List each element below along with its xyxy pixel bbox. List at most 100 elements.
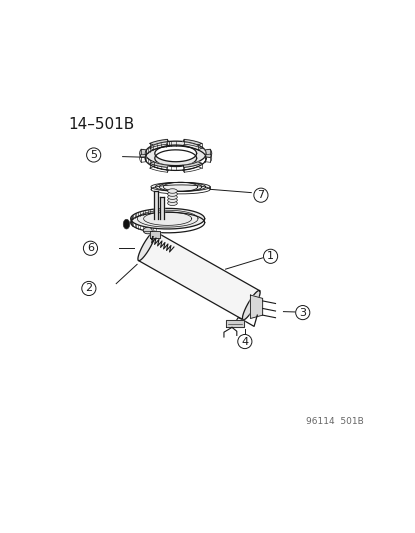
Polygon shape bbox=[196, 155, 205, 156]
Polygon shape bbox=[178, 141, 181, 145]
Circle shape bbox=[87, 148, 101, 162]
Polygon shape bbox=[180, 141, 183, 146]
Polygon shape bbox=[154, 145, 161, 148]
Polygon shape bbox=[146, 150, 156, 151]
Polygon shape bbox=[164, 142, 168, 146]
Polygon shape bbox=[186, 143, 191, 146]
Polygon shape bbox=[180, 141, 182, 145]
Polygon shape bbox=[153, 145, 161, 148]
Polygon shape bbox=[191, 159, 199, 161]
Polygon shape bbox=[148, 157, 157, 159]
Polygon shape bbox=[146, 155, 155, 156]
Polygon shape bbox=[189, 160, 196, 163]
Polygon shape bbox=[174, 161, 175, 166]
Polygon shape bbox=[196, 155, 206, 156]
Polygon shape bbox=[192, 158, 200, 161]
Polygon shape bbox=[172, 161, 174, 166]
Polygon shape bbox=[173, 161, 174, 166]
Polygon shape bbox=[183, 161, 188, 165]
Polygon shape bbox=[194, 157, 203, 159]
Polygon shape bbox=[149, 162, 168, 167]
Polygon shape bbox=[186, 160, 191, 164]
Polygon shape bbox=[150, 146, 159, 149]
Polygon shape bbox=[183, 162, 202, 167]
Polygon shape bbox=[156, 144, 163, 147]
Polygon shape bbox=[149, 139, 168, 145]
Polygon shape bbox=[190, 159, 198, 162]
Polygon shape bbox=[154, 159, 161, 162]
Circle shape bbox=[83, 241, 98, 255]
Polygon shape bbox=[151, 182, 210, 191]
Polygon shape bbox=[175, 141, 176, 145]
Polygon shape bbox=[145, 154, 155, 155]
Polygon shape bbox=[150, 158, 159, 160]
Polygon shape bbox=[156, 160, 162, 163]
Polygon shape bbox=[197, 152, 206, 153]
Polygon shape bbox=[190, 144, 197, 148]
Polygon shape bbox=[179, 141, 181, 145]
Polygon shape bbox=[187, 143, 193, 147]
Polygon shape bbox=[145, 151, 155, 152]
Polygon shape bbox=[190, 145, 198, 148]
Polygon shape bbox=[175, 161, 176, 166]
Polygon shape bbox=[169, 141, 172, 145]
Polygon shape bbox=[183, 161, 187, 165]
Polygon shape bbox=[193, 158, 202, 160]
Polygon shape bbox=[194, 147, 203, 149]
Polygon shape bbox=[191, 159, 199, 161]
Polygon shape bbox=[193, 147, 202, 149]
Polygon shape bbox=[149, 157, 158, 159]
Polygon shape bbox=[195, 157, 204, 158]
Polygon shape bbox=[192, 146, 200, 149]
Polygon shape bbox=[162, 161, 167, 165]
Polygon shape bbox=[167, 161, 171, 165]
Polygon shape bbox=[159, 143, 165, 147]
Polygon shape bbox=[177, 161, 178, 166]
Polygon shape bbox=[197, 154, 206, 155]
Polygon shape bbox=[188, 143, 194, 147]
Polygon shape bbox=[150, 158, 159, 160]
Polygon shape bbox=[179, 161, 181, 165]
Polygon shape bbox=[152, 146, 160, 148]
Polygon shape bbox=[193, 147, 202, 149]
Polygon shape bbox=[162, 142, 167, 146]
Polygon shape bbox=[190, 144, 197, 147]
Polygon shape bbox=[191, 146, 199, 148]
Polygon shape bbox=[195, 148, 204, 150]
Polygon shape bbox=[171, 161, 173, 166]
Polygon shape bbox=[176, 161, 177, 166]
Ellipse shape bbox=[168, 192, 177, 196]
Circle shape bbox=[254, 188, 268, 202]
Polygon shape bbox=[153, 159, 161, 161]
Polygon shape bbox=[146, 150, 156, 151]
Polygon shape bbox=[196, 151, 206, 152]
Polygon shape bbox=[149, 148, 157, 150]
Polygon shape bbox=[176, 141, 177, 145]
Polygon shape bbox=[156, 160, 163, 163]
Polygon shape bbox=[195, 156, 205, 158]
Polygon shape bbox=[184, 142, 189, 146]
Polygon shape bbox=[183, 139, 202, 145]
Text: 6: 6 bbox=[87, 243, 94, 253]
Text: 1: 1 bbox=[267, 251, 274, 261]
Polygon shape bbox=[186, 160, 192, 164]
Polygon shape bbox=[146, 151, 155, 152]
Polygon shape bbox=[165, 142, 169, 146]
Polygon shape bbox=[155, 144, 162, 147]
Text: 14–501B: 14–501B bbox=[68, 117, 134, 132]
Polygon shape bbox=[146, 151, 155, 152]
Ellipse shape bbox=[168, 198, 177, 203]
Polygon shape bbox=[194, 157, 203, 159]
Polygon shape bbox=[196, 151, 206, 152]
Text: 96114  501B: 96114 501B bbox=[306, 417, 364, 426]
Polygon shape bbox=[183, 142, 188, 146]
Polygon shape bbox=[195, 157, 204, 159]
Polygon shape bbox=[145, 154, 155, 155]
Polygon shape bbox=[168, 161, 171, 165]
Polygon shape bbox=[166, 142, 170, 146]
Polygon shape bbox=[185, 161, 190, 164]
Polygon shape bbox=[160, 143, 166, 146]
Circle shape bbox=[295, 305, 310, 320]
Polygon shape bbox=[147, 157, 156, 158]
Polygon shape bbox=[195, 150, 205, 151]
